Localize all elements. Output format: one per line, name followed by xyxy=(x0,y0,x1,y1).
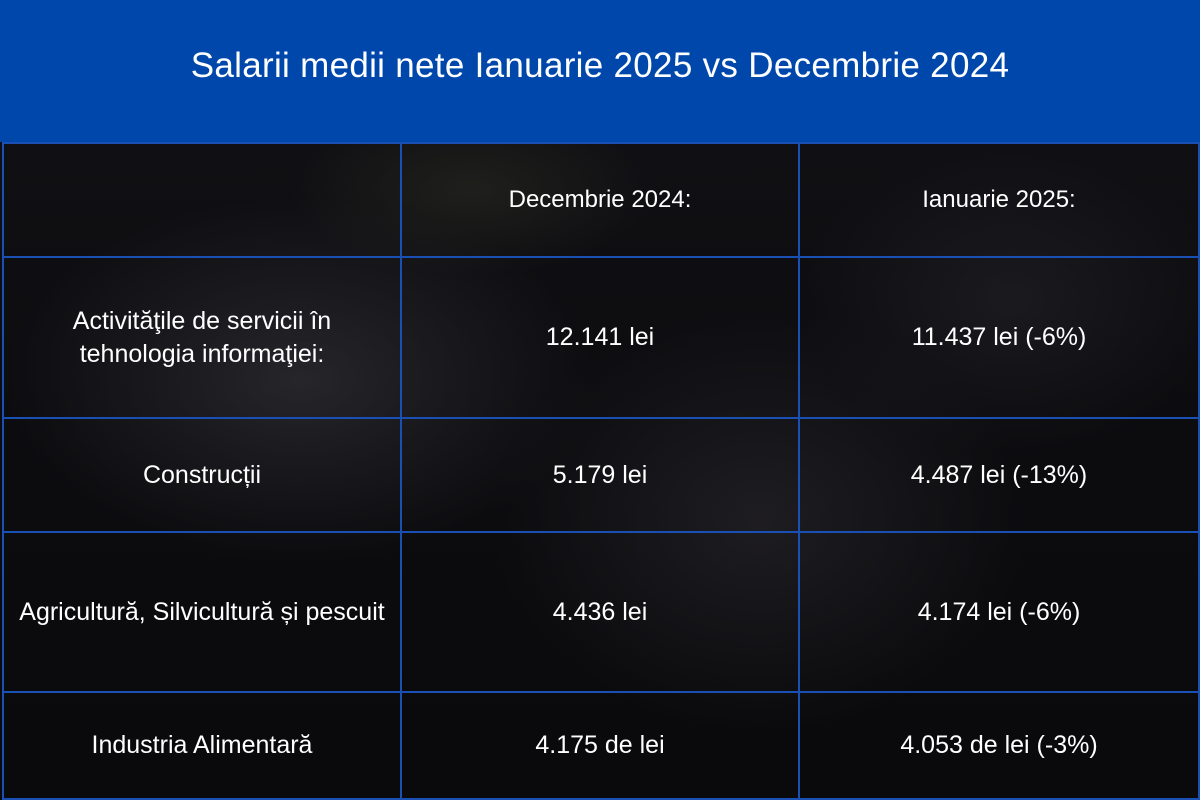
january-value: 4.174 lei (-6%) xyxy=(798,531,1200,693)
table-header-row: Decembrie 2024: Ianuarie 2025: xyxy=(2,142,1200,258)
january-value: 4.487 lei (-13%) xyxy=(798,417,1200,533)
december-value: 4.436 lei xyxy=(400,531,800,693)
january-value: 4.053 de lei (-3%) xyxy=(798,691,1200,800)
salary-table: Decembrie 2024: Ianuarie 2025: Activităţ… xyxy=(2,142,1200,800)
header-cell-empty xyxy=(2,142,402,258)
table-row: Construcții 5.179 lei 4.487 lei (-13%) xyxy=(2,417,1200,533)
header-cell-december-2024: Decembrie 2024: xyxy=(400,142,800,258)
december-value: 5.179 lei xyxy=(400,417,800,533)
header-cell-january-2025: Ianuarie 2025: xyxy=(798,142,1200,258)
table-row: Activităţile de servicii în tehnologia i… xyxy=(2,256,1200,419)
december-value: 4.175 de lei xyxy=(400,691,800,800)
title-banner: Salarii medii nete Ianuarie 2025 vs Dece… xyxy=(0,0,1200,142)
january-value: 11.437 lei (-6%) xyxy=(798,256,1200,419)
table-row: Industria Alimentară 4.175 de lei 4.053 … xyxy=(2,691,1200,800)
row-label: Construcții xyxy=(2,417,402,533)
december-value: 12.141 lei xyxy=(400,256,800,419)
row-label: Agricultură, Silvicultură și pescuit xyxy=(2,531,402,693)
table-row: Agricultură, Silvicultură și pescuit 4.4… xyxy=(2,531,1200,693)
row-label: Industria Alimentară xyxy=(2,691,402,800)
chart-title: Salarii medii nete Ianuarie 2025 vs Dece… xyxy=(190,46,1010,85)
row-label: Activităţile de servicii în tehnologia i… xyxy=(2,256,402,419)
